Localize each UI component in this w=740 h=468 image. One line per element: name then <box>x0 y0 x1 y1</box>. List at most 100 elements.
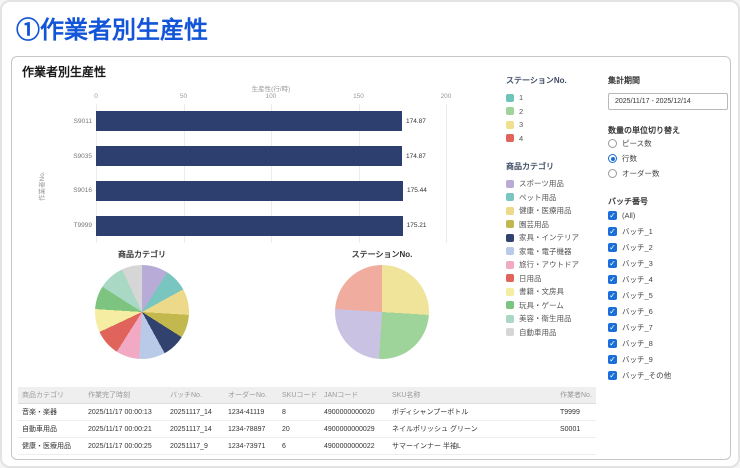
table-cell: 1234-78897 <box>224 420 278 438</box>
checkbox-checked-icon[interactable]: ✓ <box>608 290 617 300</box>
table-cell <box>556 437 596 455</box>
station-legend-title: ステーションNo. <box>506 76 567 85</box>
radio-option[interactable]: ピース数 <box>608 136 728 151</box>
legend-item[interactable]: 3 <box>506 118 606 132</box>
legend-item[interactable]: 書籍・文房具 <box>506 285 606 299</box>
table-row[interactable]: 音楽・楽器 2025/11/17 00:00:13 20251117_14 1234-… <box>18 403 596 421</box>
legend-swatch-icon <box>506 314 514 323</box>
legend-swatch-icon <box>506 328 514 337</box>
table-header-cell: オーダーNo. <box>224 387 278 404</box>
checkbox-checked-icon[interactable]: ✓ <box>608 242 617 252</box>
legend-label: 旅行・アウトドア <box>519 260 579 270</box>
table-row[interactable]: 健康・医療用品 2025/11/17 00:00:25 20251117_9 1234… <box>18 437 596 455</box>
checkbox-option[interactable]: ✓ バッチ_3 <box>608 255 728 271</box>
checkbox-option[interactable]: ✓ バッチ_9 <box>608 351 728 367</box>
checkbox-checked-icon[interactable]: ✓ <box>608 258 617 268</box>
table-cell: 1234-41119 <box>224 403 278 421</box>
legend-item[interactable]: 健康・医療用品 <box>506 204 606 218</box>
checkbox-label: バッチ_9 <box>622 354 653 364</box>
checkbox-label: (All) <box>622 210 636 220</box>
legend-swatch-icon <box>506 287 514 296</box>
table-cell: 8 <box>278 403 320 421</box>
category-legend: 商品カテゴリ スポーツ用品 ペット用品 健康・医療用品 園芸用品 家具・インテリア 家電・… <box>506 161 606 339</box>
bar-category-label: T9999 <box>73 222 92 230</box>
checkbox-option[interactable]: ✓ バッチ_7 <box>608 319 728 335</box>
station-pie-title: ステーションNo. <box>351 250 413 259</box>
legend-swatch-icon <box>506 274 514 283</box>
bar[interactable] <box>96 180 404 201</box>
legend-item[interactable]: 家電・電子機器 <box>506 245 606 259</box>
category-pie-chart[interactable] <box>95 265 189 359</box>
legend-item[interactable]: 2 <box>506 105 606 119</box>
checkbox-checked-icon[interactable]: ✓ <box>608 210 617 220</box>
checkbox-option[interactable]: ✓ バッチ_その他 <box>608 367 728 383</box>
unit-options: ピース数 行数 オーダー数 <box>608 136 728 181</box>
legend-label: スポーツ用品 <box>519 179 564 189</box>
legend-item[interactable]: 玩具・ゲーム <box>506 299 606 313</box>
legend-item[interactable]: 美容・衛生用品 <box>506 312 606 326</box>
legend-item[interactable]: 4 <box>506 132 606 146</box>
unit-label: 数量の単位切り替え <box>608 126 680 135</box>
gridline <box>96 104 97 243</box>
legend-item[interactable]: 1 <box>506 91 606 105</box>
axis-tick-label: 100 <box>265 93 277 100</box>
checkbox-option[interactable]: ✓ バッチ_4 <box>608 271 728 287</box>
checkbox-checked-icon[interactable]: ✓ <box>608 354 617 364</box>
bar-track: 175.21 <box>96 215 446 236</box>
checkbox-option[interactable]: ✓ バッチ_2 <box>608 239 728 255</box>
date-range-input[interactable]: 2025/11/17 - 2025/12/14 <box>608 93 728 110</box>
legend-item[interactable]: 家具・インテリア <box>506 231 606 245</box>
checkbox-option[interactable]: ✓ バッチ_6 <box>608 303 728 319</box>
legend-item[interactable]: 園芸用品 <box>506 218 606 232</box>
bar-track: 175.44 <box>96 180 446 201</box>
table-cell: 4900000000022 <box>320 437 388 455</box>
radio-icon[interactable] <box>608 169 617 178</box>
checkbox-label: バッチ_7 <box>622 322 653 332</box>
legend-label: 4 <box>519 133 524 143</box>
checkbox-option[interactable]: ✓ バッチ_5 <box>608 287 728 303</box>
legend-label: 家電・電子機器 <box>519 246 572 256</box>
category-pie-title: 商品カテゴリ <box>118 250 166 259</box>
table-header-cell: SKU名称 <box>388 387 556 404</box>
station-pie-block: ステーションNo. <box>307 249 457 359</box>
bar-row: T9999 175.21 <box>74 208 446 243</box>
radio-option[interactable]: 行数 <box>608 151 728 166</box>
legend-label: 家具・インテリア <box>519 233 579 243</box>
legend-swatch-icon <box>506 220 514 229</box>
legend-item[interactable]: 旅行・アウトドア <box>506 258 606 272</box>
checkbox-label: バッチ_3 <box>622 258 653 268</box>
radio-option[interactable]: オーダー数 <box>608 166 728 181</box>
legend-item[interactable]: 自動車用品 <box>506 326 606 340</box>
legend-swatch-icon <box>506 107 514 116</box>
checkbox-checked-icon[interactable]: ✓ <box>608 370 617 380</box>
checkbox-checked-icon[interactable]: ✓ <box>608 226 617 236</box>
checkbox-option[interactable]: ✓ バッチ_8 <box>608 335 728 351</box>
checkbox-checked-icon[interactable]: ✓ <box>608 338 617 348</box>
checkbox-label: バッチ_8 <box>622 338 653 348</box>
checkbox-label: バッチ_4 <box>622 274 653 284</box>
legend-item[interactable]: ペット用品 <box>506 191 606 205</box>
table-body: 音楽・楽器 2025/11/17 00:00:13 20251117_14 1234-… <box>18 403 596 455</box>
legend-label: ペット用品 <box>519 192 557 202</box>
checkbox-checked-icon[interactable]: ✓ <box>608 274 617 284</box>
table-cell: 20251117_9 <box>166 437 224 455</box>
radio-selected-icon[interactable] <box>608 154 617 163</box>
table-row[interactable]: 自動車用品 2025/11/17 00:00:21 20251117_14 1234-… <box>18 420 596 438</box>
bar[interactable] <box>96 215 403 236</box>
checkbox-checked-icon[interactable]: ✓ <box>608 306 617 316</box>
legend-swatch-icon <box>506 179 514 188</box>
legend-swatch-icon <box>506 233 514 242</box>
checkbox-option[interactable]: ✓ バッチ_1 <box>608 223 728 239</box>
batch-label: バッチ番号 <box>608 197 648 206</box>
legend-item[interactable]: 日用品 <box>506 272 606 286</box>
radio-icon[interactable] <box>608 139 617 148</box>
legend-item[interactable]: スポーツ用品 <box>506 177 606 191</box>
station-pie-chart[interactable] <box>335 265 429 359</box>
bar-chart: 生産性(行/時) 0 50 100 150 200 S9011 174.87 S9035 17… <box>32 83 502 243</box>
bar-track: 174.87 <box>96 111 446 132</box>
bar[interactable] <box>96 146 403 167</box>
bar[interactable] <box>96 111 403 132</box>
checkbox-checked-icon[interactable]: ✓ <box>608 322 617 332</box>
checkbox-option[interactable]: ✓ (All) <box>608 207 728 223</box>
